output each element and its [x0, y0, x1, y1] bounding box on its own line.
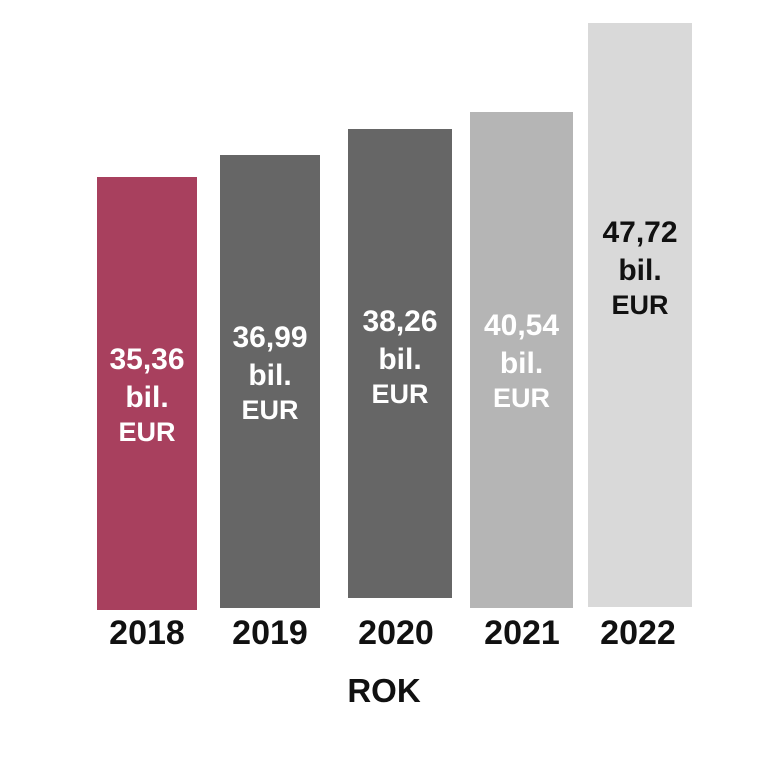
data-label-2021: 40,54 bil. EUR [470, 307, 573, 416]
x-axis-title: ROK [347, 672, 421, 709]
x-tick-2022: 2022 [600, 614, 676, 652]
bar-2021: 40,54 bil. EUR [470, 111, 573, 608]
data-label-2020: 38,26 bil. EUR [348, 303, 452, 412]
data-label-unit-eur: EUR [371, 379, 429, 410]
data-label-2018: 35,36 bil. EUR [97, 341, 197, 450]
data-label-unit-eur: EUR [118, 417, 176, 447]
data-label-unit-eur: EUR [611, 290, 669, 321]
x-tick-2021: 2021 [484, 614, 560, 652]
bar-2019: 36,99 bil. EUR [220, 155, 320, 608]
data-label-value: 38,26 [362, 305, 438, 339]
data-label-value: 47,72 [602, 216, 678, 250]
data-label-unit-bil: bil. [125, 380, 169, 414]
bar-2022: 47,72 bil. EUR [588, 22, 692, 607]
data-label-unit-bil: bil. [248, 358, 292, 392]
data-label-2019: 36,99 bil. EUR [220, 319, 320, 428]
data-label-value: 40,54 [483, 309, 560, 343]
data-label-unit-eur: EUR [241, 395, 299, 425]
data-label-value: 36,99 [232, 321, 308, 354]
data-label-unit-bil: bil. [378, 342, 422, 376]
x-tick-2019: 2019 [232, 614, 308, 652]
data-label-unit-eur: EUR [492, 383, 550, 414]
data-label-2022: 47,72 bil. EUR [588, 214, 692, 323]
bar-2018: 35,36 bil. EUR [97, 177, 197, 610]
data-label-value: 35,36 [109, 343, 185, 376]
data-label-unit-bil: bil. [618, 253, 662, 287]
x-tick-2018: 2018 [109, 614, 185, 652]
bar-2020: 38,26 bil. EUR [348, 129, 452, 598]
data-label-unit-bil: bil. [499, 346, 544, 380]
x-tick-2020: 2020 [358, 614, 434, 652]
